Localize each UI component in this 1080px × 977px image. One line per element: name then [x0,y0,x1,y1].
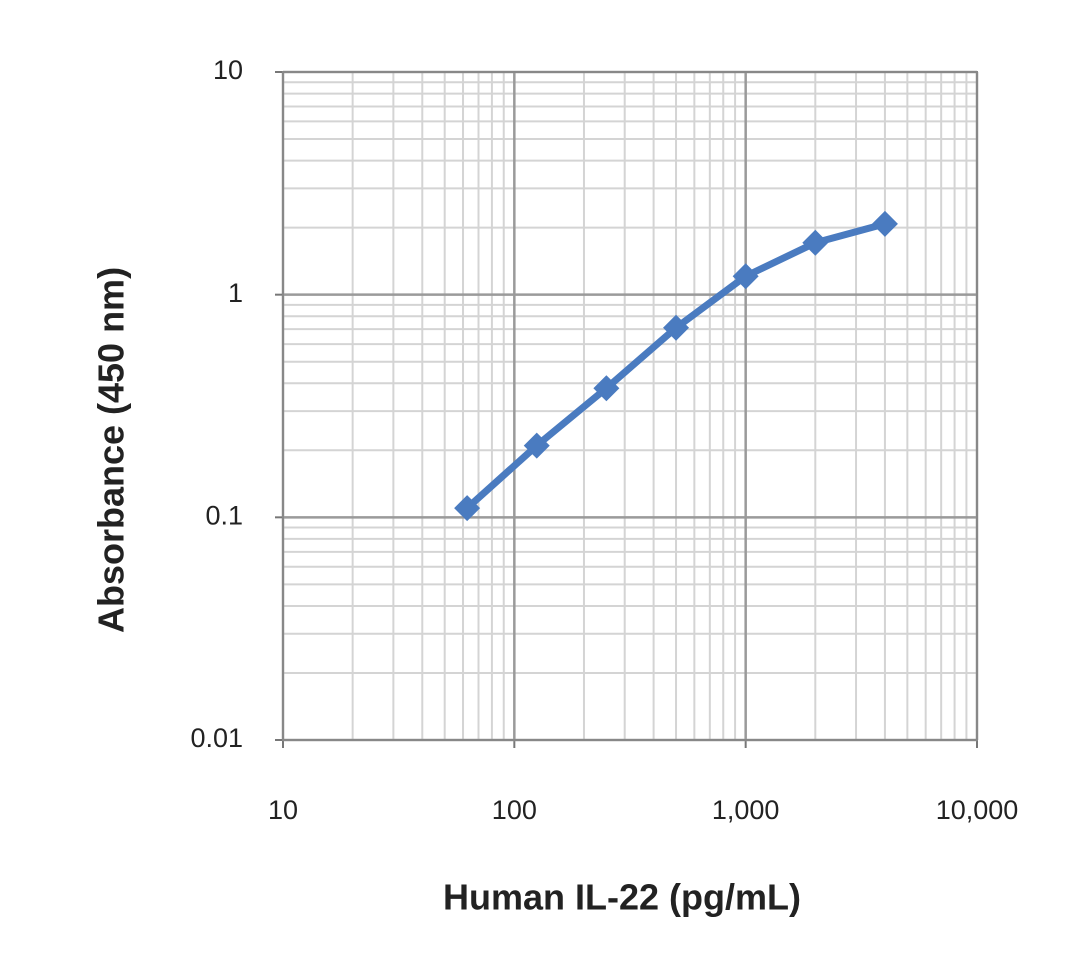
data-point [593,375,620,402]
y-tick-label: 0.1 [205,500,243,530]
data-point [454,495,481,522]
y-tick-label: 0.01 [190,723,243,753]
data-point [871,210,898,237]
x-tick-label: 1,000 [712,795,780,825]
x-tick-label: 10,000 [936,795,1019,825]
y-tick-label: 1 [228,278,243,308]
y-tick-label: 10 [213,55,243,85]
data-point [732,263,759,290]
data-point [523,432,550,459]
y-axis-title: Absorbance (450 nm) [91,267,132,633]
data-point [802,229,829,256]
plot-frame [282,71,978,741]
x-axis-title: Human IL-22 (pg/mL) [443,877,801,918]
x-tick-label: 10 [268,795,298,825]
data-point [663,314,690,341]
x-tick-label: 100 [492,795,537,825]
